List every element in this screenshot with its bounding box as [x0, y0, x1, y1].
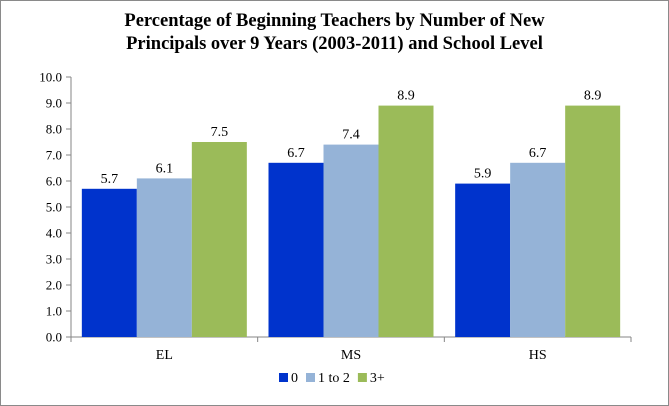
y-tick-label: 4.0 — [46, 226, 62, 241]
data-label: 7.4 — [342, 128, 360, 143]
y-tick-label: 0.0 — [46, 330, 62, 345]
legend-label: 1 to 2 — [318, 371, 350, 386]
x-category-label: EL — [156, 348, 173, 363]
data-label: 6.7 — [287, 146, 305, 161]
y-tick-label: 3.0 — [46, 252, 62, 267]
x-category-label: MS — [341, 348, 361, 363]
bar — [81, 188, 137, 337]
y-tick-label: 7.0 — [46, 148, 62, 163]
data-label: 8.9 — [584, 89, 602, 104]
bar — [191, 142, 247, 337]
bar — [378, 105, 434, 337]
data-label: 8.9 — [397, 89, 415, 104]
bar — [268, 162, 324, 337]
x-category-label: HS — [529, 348, 547, 363]
chart-title-line-1: Percentage of Beginning Teachers by Numb… — [124, 11, 545, 31]
data-label: 6.7 — [529, 146, 547, 161]
bar — [510, 162, 566, 337]
y-tick-label: 2.0 — [46, 278, 62, 293]
data-label: 5.7 — [101, 172, 119, 187]
data-label: 6.1 — [156, 161, 174, 176]
y-tick-label: 9.0 — [46, 96, 62, 111]
bar — [323, 144, 379, 337]
y-tick-label: 5.0 — [46, 200, 62, 215]
y-tick-label: 10.0 — [39, 70, 62, 85]
legend-swatch — [279, 373, 288, 382]
chart-title: Percentage of Beginning Teachers by Numb… — [0, 10, 669, 56]
legend-swatch — [306, 373, 315, 382]
bar — [455, 183, 511, 337]
legend-swatch — [357, 373, 367, 382]
legend-label: 3+ — [370, 371, 385, 386]
data-label: 5.9 — [474, 167, 492, 182]
legend-label: 0 — [291, 371, 298, 386]
bar — [136, 178, 192, 337]
y-tick-label: 6.0 — [46, 174, 62, 189]
bar — [565, 105, 621, 337]
chart-title-line-2: Principals over 9 Years (2003-2011) and … — [126, 34, 543, 54]
y-tick-label: 8.0 — [46, 122, 62, 137]
y-tick-label: 1.0 — [46, 304, 62, 319]
data-label: 7.5 — [211, 125, 229, 140]
